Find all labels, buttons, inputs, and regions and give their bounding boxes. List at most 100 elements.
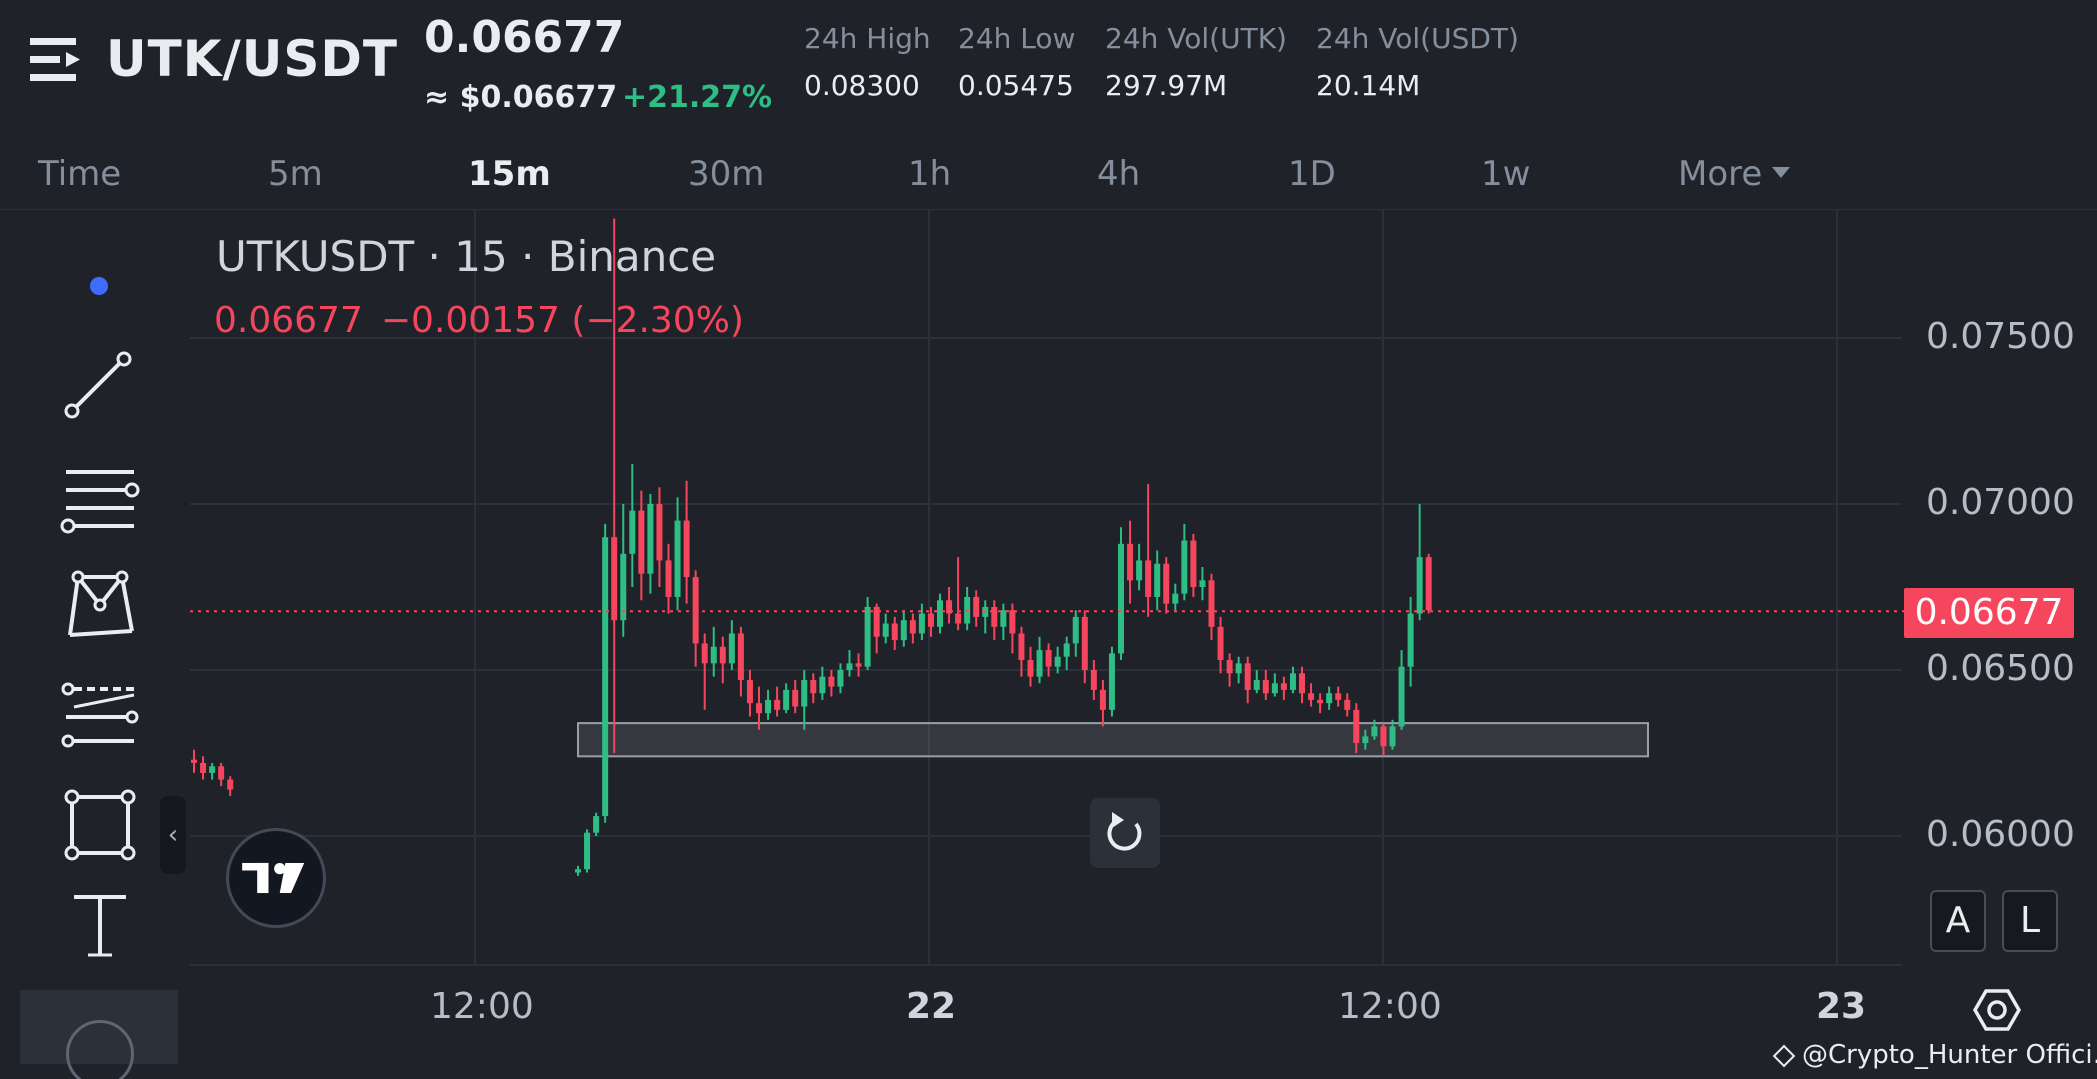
x-tick-label: 22 [906, 986, 957, 1027]
chart-settings-icon[interactable] [1972, 985, 2022, 1035]
stat-label: 24h Vol(UTK) [1105, 22, 1287, 55]
x-tick-label: 23 [1816, 986, 1867, 1027]
candle-body [1099, 689, 1106, 710]
stat-value: 0.08300 [804, 69, 920, 102]
candle-body [765, 699, 772, 714]
stat-value: 0.05475 [958, 69, 1074, 102]
interval-1h[interactable]: 1h [908, 154, 952, 194]
candle-body [918, 613, 925, 634]
interval-4h[interactable]: 4h [1097, 154, 1141, 194]
tradingview-logo-icon[interactable] [226, 828, 326, 928]
candle-body [973, 596, 980, 617]
candle-body [774, 699, 781, 710]
interval-time[interactable]: Time [38, 154, 122, 194]
chart-ohlc-legend: 0.06677 −0.00157 (−2.30%) [214, 300, 762, 341]
candle-body [1145, 560, 1152, 597]
candle-body [1398, 666, 1405, 727]
interval-more-dropdown[interactable]: More [1678, 154, 1791, 194]
pattern-tool[interactable] [60, 565, 180, 655]
log-scale-button[interactable]: L [2002, 890, 2058, 952]
stat-value: 297.97M [1105, 69, 1228, 102]
candle-body [218, 766, 225, 780]
candle-body [891, 623, 898, 641]
text-icon [74, 895, 126, 957]
candle-body [1036, 650, 1043, 677]
candle-body [1172, 593, 1179, 604]
candle-body [674, 520, 681, 597]
chart-symbol-title: UTKUSDT · 15 · Binance [216, 232, 717, 281]
candle-body [611, 537, 618, 621]
candle-body [1054, 656, 1061, 667]
candle-body [1045, 650, 1052, 667]
caret-down-icon [1772, 167, 1791, 178]
candle-body [801, 679, 808, 707]
last-price-tag: 0.06677 [1904, 588, 2074, 638]
candle-body [873, 606, 880, 637]
candle-body [982, 606, 989, 617]
text-tool[interactable] [60, 885, 180, 975]
candle-body [1217, 626, 1224, 661]
candle-body [946, 600, 953, 614]
candle-body [1018, 633, 1025, 661]
candle-body [1163, 563, 1170, 604]
candle-body [1063, 643, 1070, 657]
x-tick-label: 12:00 [1338, 986, 1442, 1027]
candle-body [756, 703, 762, 714]
candle-body [1353, 709, 1360, 744]
interval-1d[interactable]: 1D [1288, 154, 1336, 194]
auto-scale-button[interactable]: A [1930, 890, 1986, 952]
candle-body [819, 676, 826, 694]
support-zone-box [577, 722, 1649, 758]
candle-body [1136, 560, 1143, 581]
interval-15m[interactable]: 15m [468, 154, 551, 194]
rectangle-tool[interactable] [60, 785, 180, 875]
price-change-percent: +21.27% [622, 80, 773, 115]
candle-body [1235, 663, 1242, 674]
candle-body [909, 620, 916, 634]
forecast-tool[interactable] [60, 675, 180, 765]
candle-body [1289, 673, 1296, 690]
candle-body [701, 643, 708, 664]
stat-24h-vol-quote: 24h Vol(USDT) 20.14M [1316, 22, 1519, 102]
support-zone [577, 722, 1649, 758]
candle-body [1371, 726, 1378, 737]
y-tick-label: 0.06000 [1926, 814, 2075, 855]
candle-body [1108, 653, 1115, 710]
interval-5m[interactable]: 5m [268, 154, 323, 194]
candle-body [1308, 693, 1315, 700]
candle-body [647, 504, 654, 574]
candle-body [855, 663, 862, 667]
fib-tool[interactable] [60, 460, 180, 550]
approx-usd-price: ≈ $0.06677 [424, 80, 618, 115]
candle-body [1199, 580, 1206, 587]
refresh-icon [1107, 812, 1142, 851]
candles [191, 218, 1432, 876]
collapse-toolbar-button[interactable]: ‹ [160, 796, 186, 874]
interval-bar: Time 5m 15m 30m 1h 4h 1D 1w More [0, 140, 2097, 210]
candle-body [1380, 726, 1387, 747]
candle-body [1127, 543, 1134, 581]
candle-body [1009, 610, 1016, 634]
candle-body [1000, 610, 1007, 627]
candle-body [200, 762, 207, 773]
trading-pair[interactable]: UTK/USDT [106, 30, 398, 88]
candle-body [1072, 616, 1079, 644]
candle-body [1181, 540, 1188, 594]
cursor-dot-icon[interactable] [90, 277, 108, 295]
candle-body [1027, 660, 1034, 677]
price-chart[interactable] [0, 210, 2097, 970]
candle-body [1154, 563, 1161, 597]
stat-label: 24h Vol(USDT) [1316, 22, 1519, 55]
interval-30m[interactable]: 30m [688, 154, 765, 194]
candle-body [1416, 557, 1423, 614]
more-tools-button[interactable] [20, 990, 178, 1079]
candle-body [955, 613, 962, 624]
candle-body [783, 689, 790, 710]
candle-body [593, 816, 600, 833]
menu-icon[interactable] [30, 36, 84, 84]
interval-1w[interactable]: 1w [1481, 154, 1531, 194]
trend-line-tool[interactable] [60, 345, 180, 435]
candle-body [837, 670, 844, 687]
legend-change: −0.00157 (−2.30%) [380, 300, 744, 341]
reset-chart-button[interactable] [1090, 798, 1160, 868]
